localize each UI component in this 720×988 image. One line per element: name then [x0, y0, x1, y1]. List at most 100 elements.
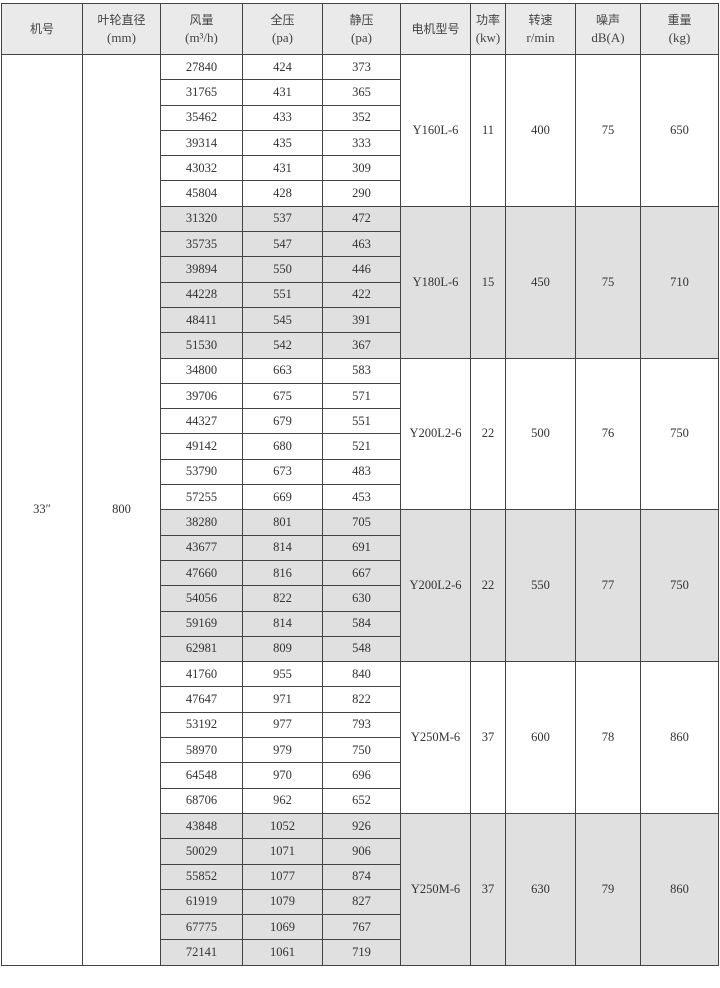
header-unit: dB(A) — [591, 30, 625, 45]
table-row: 57255 669 453 — [2, 484, 719, 511]
table-row: 38280 801 705 Y200L2-6 22 550 77 750 — [2, 509, 719, 663]
header-motor-model: 电机型号 — [400, 3, 471, 55]
air-volume-cell: 61919 — [160, 888, 243, 916]
table-row: 67775 1069 767 — [2, 914, 719, 941]
air-volume-cell: 43848 — [160, 812, 243, 840]
power-cell: 15 — [470, 205, 506, 359]
total-pressure-cell: 680 — [242, 433, 323, 460]
header-label: 重量 — [667, 13, 692, 27]
total-pressure-cell: 801 — [242, 509, 323, 536]
static-pressure-cell: 652 — [322, 787, 401, 814]
air-volume-cell: 43677 — [160, 534, 243, 561]
table-row: 53790 673 483 — [2, 458, 719, 486]
header-label: 电机型号 — [411, 21, 460, 36]
air-volume-cell: 34800 — [160, 357, 243, 384]
static-pressure-cell: 705 — [322, 509, 401, 536]
table-row: 55852 1077 874 — [2, 863, 719, 890]
header-weight: 重量 (kg) — [640, 3, 719, 55]
static-pressure-cell: 422 — [322, 281, 401, 308]
table-row: 43032 431 309 — [2, 155, 719, 182]
air-volume-cell: 72141 — [160, 939, 243, 966]
air-volume-cell: 53790 — [160, 458, 243, 486]
static-pressure-cell: 472 — [322, 205, 401, 233]
air-volume-cell: 59169 — [160, 610, 243, 637]
noise-cell: 79 — [575, 812, 641, 966]
total-pressure-cell: 814 — [242, 534, 323, 561]
header-unit: (pa) — [272, 30, 293, 45]
static-pressure-cell: 446 — [322, 256, 401, 283]
header-unit: r/min — [526, 30, 555, 45]
static-pressure-cell: 365 — [322, 79, 401, 106]
air-volume-cell: 31320 — [160, 205, 243, 233]
static-pressure-cell: 906 — [322, 838, 401, 865]
air-volume-cell: 35462 — [160, 104, 243, 131]
table-row: 59169 814 584 — [2, 610, 719, 637]
model-cell: 33″ — [1, 54, 83, 966]
static-pressure-cell: 333 — [322, 129, 401, 157]
header-model: 机号 — [1, 3, 83, 55]
air-volume-cell: 38280 — [160, 509, 243, 536]
total-pressure-cell: 1077 — [242, 863, 323, 890]
static-pressure-cell: 373 — [322, 53, 401, 81]
table-row: 62981 809 548 — [2, 635, 719, 663]
header-unit: (m³/h) — [185, 30, 218, 45]
total-pressure-cell: 979 — [242, 737, 323, 764]
total-pressure-cell: 431 — [242, 79, 323, 106]
air-volume-cell: 50029 — [160, 838, 243, 865]
static-pressure-cell: 926 — [322, 812, 401, 840]
total-pressure-cell: 545 — [242, 306, 323, 334]
speed-cell: 600 — [505, 661, 576, 814]
air-volume-cell: 39894 — [160, 256, 243, 283]
power-cell: 22 — [470, 509, 506, 663]
static-pressure-cell: 352 — [322, 104, 401, 131]
air-volume-cell: 45804 — [160, 180, 243, 207]
total-pressure-cell: 679 — [242, 408, 323, 435]
table-row: 33″ 800 27840 424 373 Y160L-6 11 400 75 650 — [1, 53, 719, 966]
noise-cell: 75 — [575, 205, 641, 359]
header-label: 叶轮直径 — [97, 13, 146, 27]
air-volume-cell: 57255 — [160, 484, 243, 511]
air-volume-cell: 39314 — [160, 129, 243, 157]
static-pressure-cell: 822 — [322, 686, 401, 713]
air-volume-cell: 58970 — [160, 737, 243, 764]
table-row: 44327 679 551 — [2, 408, 719, 435]
total-pressure-cell: 428 — [242, 180, 323, 207]
header-label: 功率 — [475, 13, 500, 27]
header-label: 机号 — [29, 21, 54, 36]
total-pressure-cell: 1071 — [242, 838, 323, 865]
header-noise: 噪声 dB(A) — [575, 3, 641, 55]
static-pressure-cell: 630 — [322, 585, 401, 612]
air-volume-cell: 43032 — [160, 155, 243, 182]
total-pressure-cell: 433 — [242, 104, 323, 131]
total-pressure-cell: 551 — [242, 281, 323, 308]
total-pressure-cell: 435 — [242, 129, 323, 157]
static-pressure-cell: 691 — [322, 534, 401, 561]
total-pressure-cell: 955 — [242, 661, 323, 688]
power-cell: 37 — [470, 812, 506, 966]
header-total-pressure: 全压 (pa) — [242, 3, 323, 55]
total-pressure-cell: 1069 — [242, 914, 323, 941]
power-cell: 11 — [470, 54, 506, 207]
air-volume-cell: 68706 — [160, 787, 243, 814]
air-volume-cell: 44327 — [160, 408, 243, 435]
table-row: 45804 428 290 — [2, 180, 719, 207]
total-pressure-cell: 669 — [242, 484, 323, 511]
air-volume-cell: 31765 — [160, 79, 243, 106]
table-row: 31320 537 472 Y180L-6 15 450 75 710 — [2, 205, 719, 359]
static-pressure-cell: 483 — [322, 458, 401, 486]
header-unit: (pa) — [351, 30, 372, 45]
table-row: 39894 550 446 — [2, 256, 719, 283]
static-pressure-cell: 719 — [322, 939, 401, 966]
total-pressure-cell: 1052 — [242, 812, 323, 840]
table-row: 61919 1079 827 — [2, 888, 719, 916]
table-row: 47647 971 822 — [2, 686, 719, 713]
header-label: 风量 — [189, 13, 214, 27]
static-pressure-cell: 696 — [322, 762, 401, 789]
static-pressure-cell: 367 — [322, 332, 401, 359]
total-pressure-cell: 542 — [242, 332, 323, 359]
total-pressure-cell: 424 — [242, 53, 323, 81]
weight-cell: 650 — [640, 54, 719, 207]
total-pressure-cell: 431 — [242, 155, 323, 182]
header-label: 转速 — [528, 13, 553, 27]
speed-cell: 400 — [505, 54, 576, 207]
